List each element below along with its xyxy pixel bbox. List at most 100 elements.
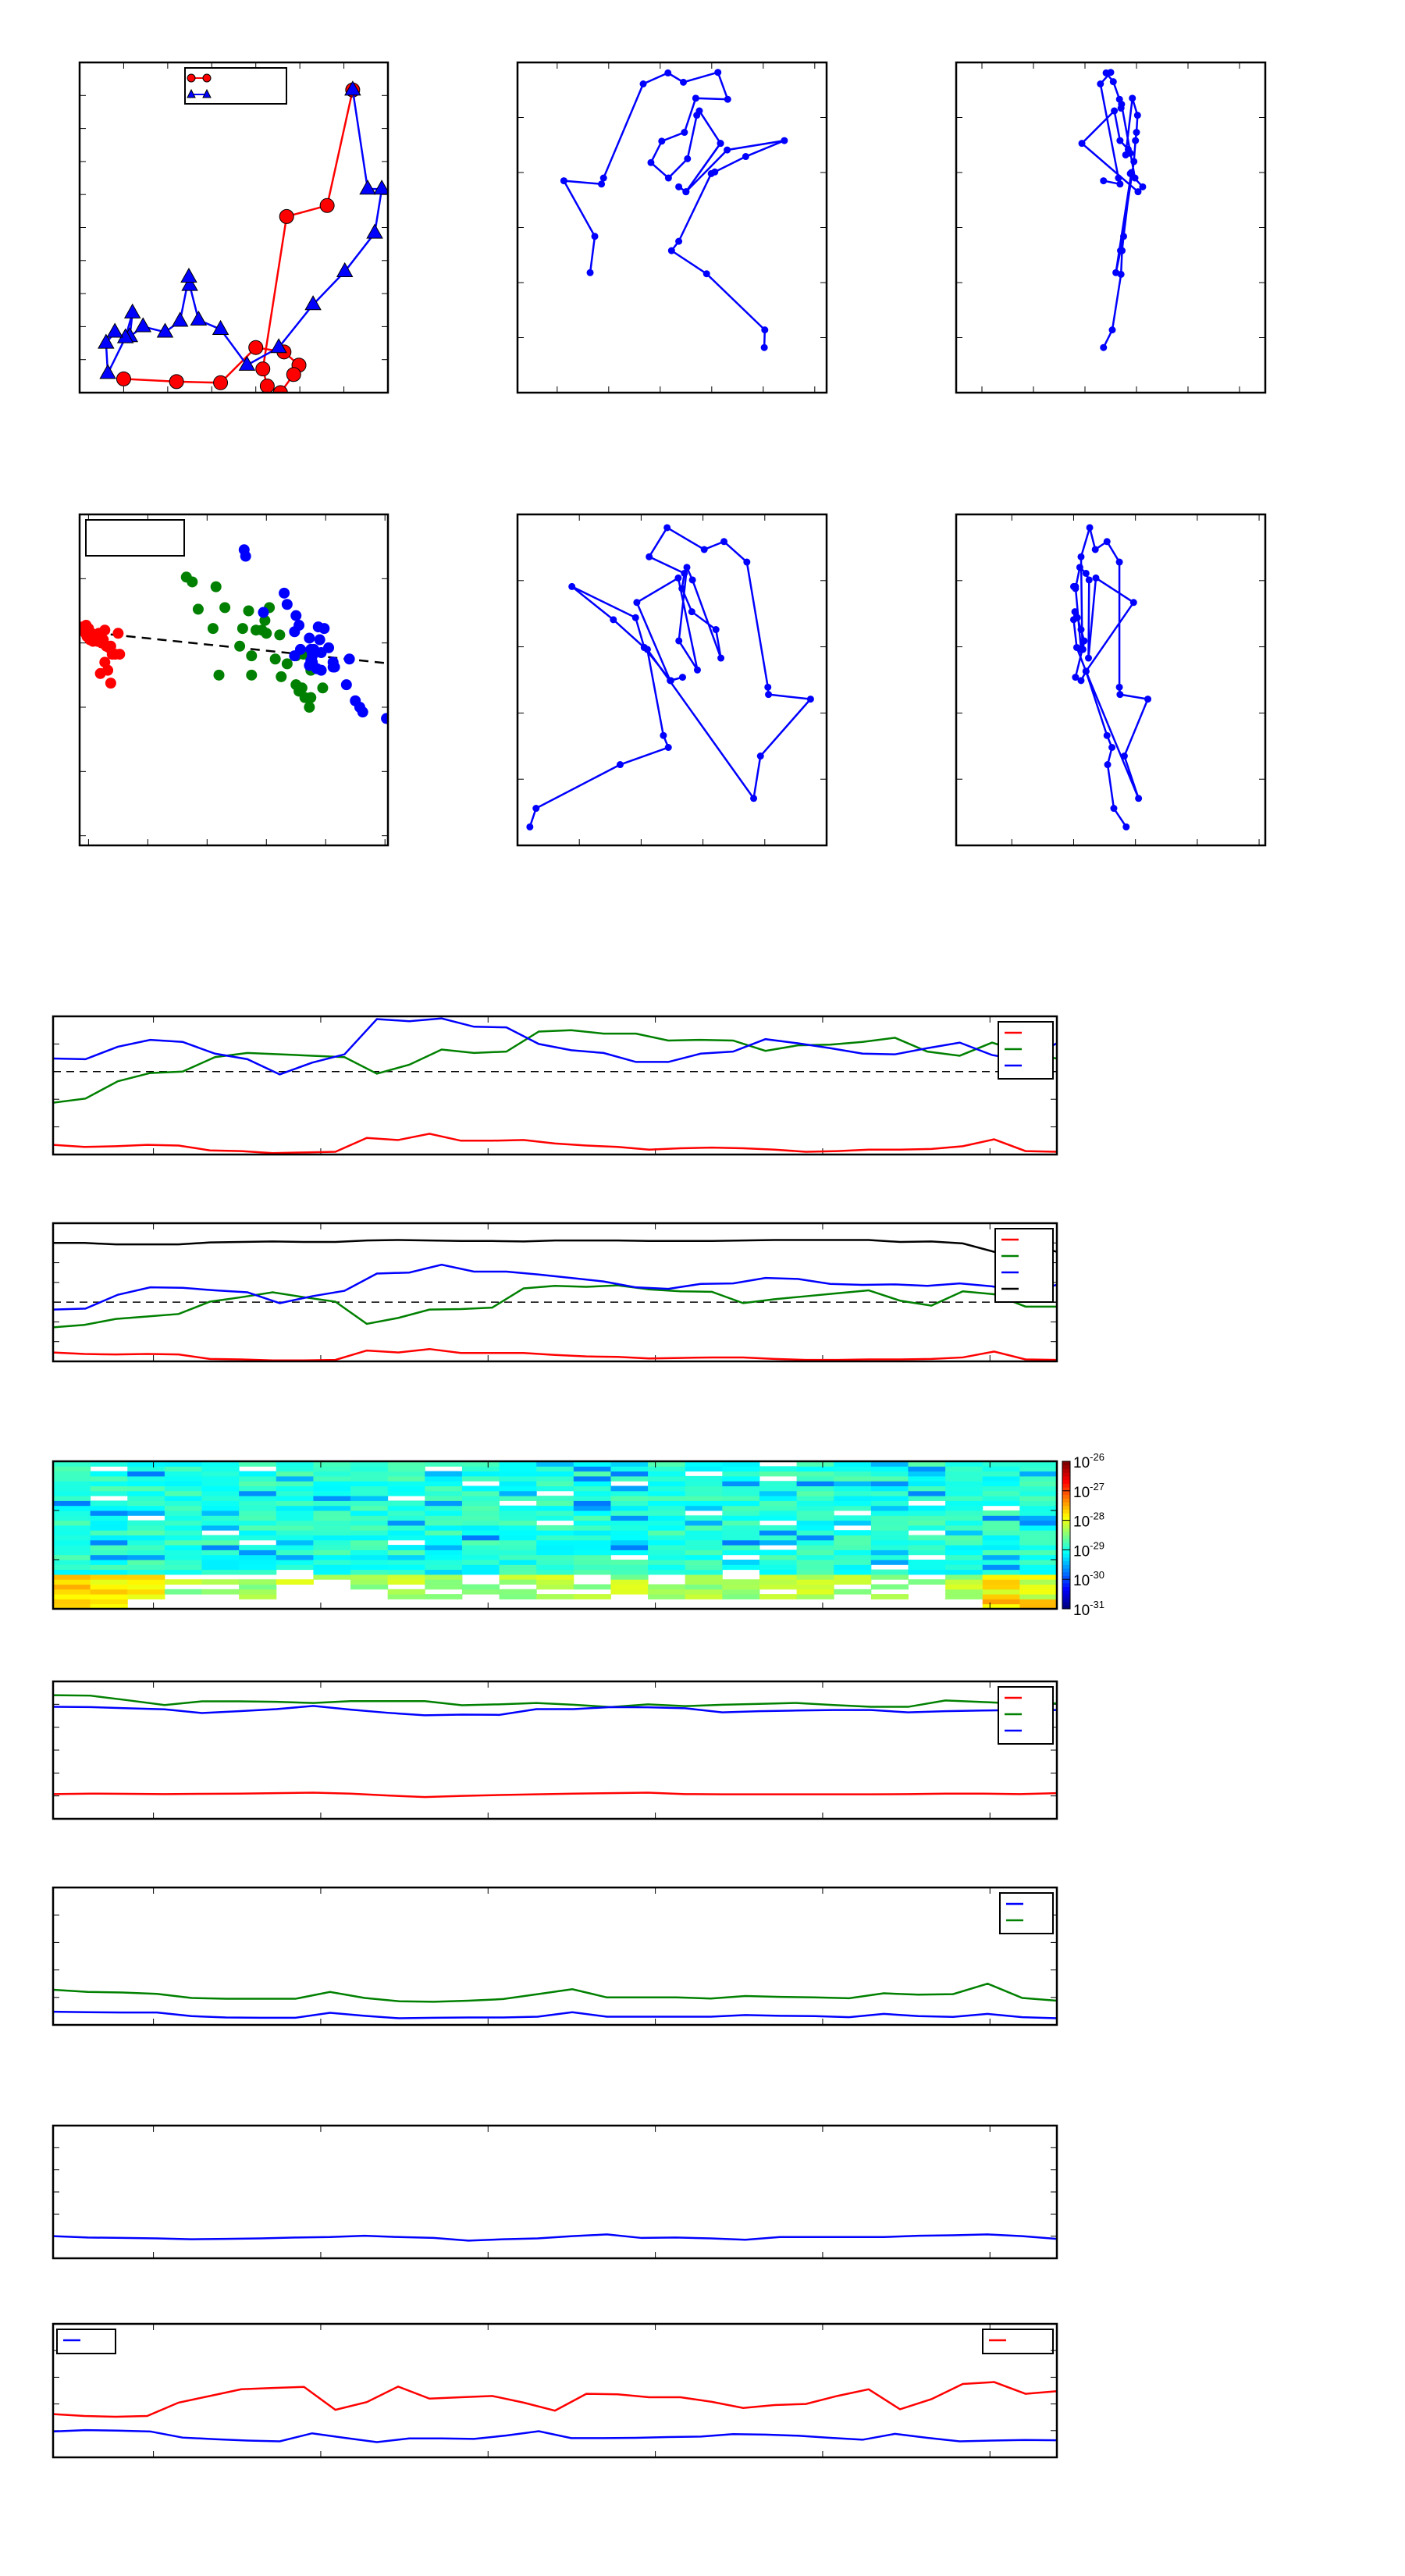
heatmap-cell	[870, 1500, 909, 1507]
heatmap-cell	[425, 1520, 463, 1526]
heatmap-cell	[796, 1525, 834, 1531]
heatmap-cell	[722, 1579, 760, 1585]
heatmap-cell	[908, 1545, 946, 1550]
heatmap-cell	[239, 1594, 277, 1599]
heatmap-cell	[313, 1530, 351, 1535]
series-line-Bx	[53, 1133, 1057, 1155]
heatmap-cell	[313, 1475, 351, 1482]
data-point-dot	[1091, 546, 1099, 553]
heatmap-cell	[313, 1535, 351, 1541]
data-point	[290, 610, 302, 621]
heatmap-cell	[461, 1569, 500, 1575]
heatmap-cell	[536, 1579, 574, 1585]
hodogram_bx_by-chart	[955, 513, 1267, 847]
data-point-dot	[664, 174, 672, 182]
heatmap-cell	[461, 1466, 500, 1472]
data-point-dot	[692, 94, 699, 102]
heatmap-cell	[276, 1510, 314, 1516]
heatmap-cell	[834, 1589, 872, 1595]
heatmap-cell	[425, 1515, 463, 1521]
data-point-dot	[1116, 180, 1124, 188]
heatmap-cell	[425, 1525, 463, 1531]
heatmap-cell	[276, 1564, 314, 1571]
heatmap-cell	[536, 1471, 574, 1477]
heatmap-cell	[90, 1505, 128, 1511]
plot-area	[1069, 524, 1152, 831]
heatmap-cell	[90, 1579, 128, 1585]
heatmap-cell	[945, 1574, 984, 1580]
heatmap-cell	[461, 1560, 500, 1565]
colorbar-segment	[1062, 1464, 1070, 1469]
heatmap-cell	[201, 1569, 240, 1575]
walen_test-axes-frame	[78, 513, 389, 847]
colorbar-segment	[1062, 1582, 1070, 1588]
heatmap-cell	[201, 1485, 240, 1492]
colorbar-tick-label: 10-31	[1073, 1599, 1104, 1619]
heatmap-cell	[127, 1535, 165, 1541]
legend-box	[994, 1228, 1054, 1303]
data-point	[258, 607, 269, 618]
heatmap-cell	[610, 1525, 649, 1531]
data-point-dot	[743, 558, 751, 566]
heatmap-cell	[164, 1520, 203, 1526]
heatmap-cell	[648, 1496, 686, 1501]
data-point-triangle	[344, 80, 361, 96]
heatmap-cell	[536, 1496, 574, 1501]
legend-box	[982, 2329, 1054, 2354]
data-point-dot	[598, 180, 606, 188]
heatmap-cell	[90, 1471, 128, 1477]
heatmap-cell	[870, 1539, 909, 1546]
heatmap-cell	[276, 1466, 314, 1472]
mag_fr-axes-frame	[52, 1222, 1058, 1363]
heatmap-cell	[796, 1510, 834, 1516]
heatmap-cell	[834, 1550, 872, 1556]
heatmap-cell	[127, 1500, 165, 1507]
heatmap-cell	[387, 1564, 425, 1571]
heatmap-cell	[127, 1579, 165, 1585]
data-point-dot	[724, 95, 731, 103]
heatmap-cell	[648, 1475, 686, 1482]
heatmap-cell	[53, 1574, 91, 1580]
colorbar-segment	[1062, 1490, 1070, 1496]
hodogram_b2_b1-chart	[516, 61, 828, 394]
heatmap-cell	[796, 1481, 834, 1486]
heatmap-cell	[461, 1490, 500, 1496]
heatmap-cell	[1019, 1471, 1058, 1477]
heatmap-cell	[276, 1560, 314, 1565]
heatmap-cell	[127, 1481, 165, 1486]
heatmap-cell	[759, 1496, 798, 1501]
heatmap-cell	[685, 1490, 723, 1496]
series-line-Bz	[53, 1017, 1057, 1076]
plot-area	[98, 80, 388, 393]
hodogram_b2_b1-axes-frame	[516, 61, 828, 394]
heatmap-cell	[982, 1579, 1020, 1585]
heatmap-cell	[350, 1530, 389, 1535]
heatmap-cell	[127, 1554, 165, 1560]
heatmap-cell	[870, 1466, 909, 1472]
heatmap-cell	[536, 1584, 574, 1590]
heatmap-cell	[164, 1525, 203, 1531]
heatmap-cell	[536, 1475, 574, 1482]
heatmap-cell	[387, 1466, 425, 1472]
heatmap-cell	[945, 1594, 984, 1599]
heatmap-cell	[461, 1550, 500, 1556]
heatmap-cell	[1019, 1530, 1058, 1535]
data-point-dot	[1103, 538, 1111, 546]
data-point-dot	[1133, 129, 1140, 137]
data-point-dot	[560, 177, 567, 185]
data-point-dot	[717, 654, 725, 662]
data-point	[105, 678, 116, 689]
heatmap-cell	[461, 1545, 500, 1550]
colorbar-segment	[1062, 1483, 1070, 1488]
data-point-dot	[765, 691, 773, 699]
plot-area	[53, 2381, 1057, 2443]
heatmap-cell	[648, 1535, 686, 1541]
heatmap-cell	[648, 1481, 686, 1486]
heatmap-cell	[759, 1584, 798, 1590]
heatmap-cell	[350, 1539, 389, 1546]
heatmap-cell	[90, 1564, 128, 1571]
heatmap-cell	[945, 1589, 984, 1595]
heatmap-cell	[796, 1520, 834, 1526]
heatmap-cell	[53, 1490, 91, 1496]
